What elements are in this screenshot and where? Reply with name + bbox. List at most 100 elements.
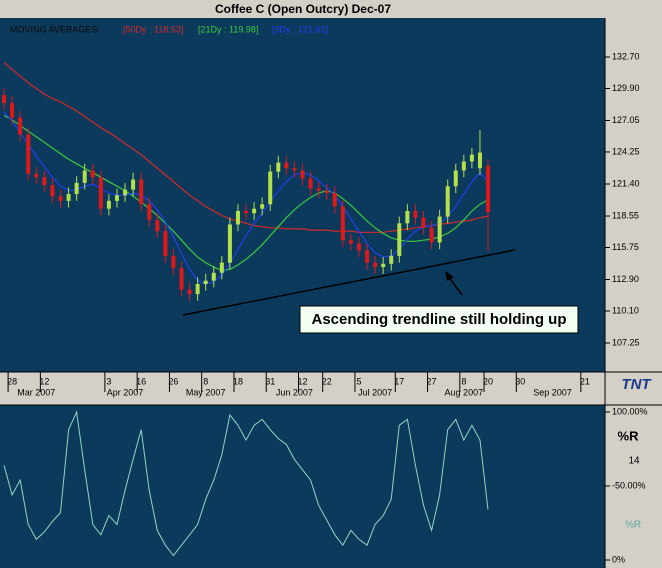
candle-body [195, 284, 200, 295]
candle-body [211, 272, 216, 281]
candle-body [139, 179, 144, 205]
x-tick-label: 20 [483, 376, 493, 386]
candle-body [365, 250, 370, 263]
candle-body [58, 196, 63, 201]
x-month-label: Jul 2007 [358, 387, 392, 397]
candle-body [42, 177, 47, 186]
indicator-panel [0, 405, 605, 568]
y-tick-label: 107.25 [612, 337, 640, 347]
candle-body [316, 188, 321, 191]
y-tick-label: -50.00% [612, 480, 646, 490]
candle-body [34, 173, 39, 178]
candle-body [445, 186, 450, 217]
x-tick-label: 21 [580, 376, 590, 386]
candle-body [219, 262, 224, 273]
candle-body [373, 262, 378, 268]
y-tick-label: 121.40 [612, 178, 640, 188]
candle-body [106, 200, 111, 209]
legend-entry: [21Dy : 119.98] [198, 24, 258, 34]
y-tick-label: 100.00% [612, 406, 648, 416]
candle-body [18, 117, 23, 135]
candle-body [332, 192, 337, 207]
x-month-label: Mar 2007 [17, 387, 55, 397]
candle-body [227, 224, 232, 263]
candle-body [276, 162, 281, 172]
candle-body [155, 219, 160, 232]
candle-body [437, 216, 442, 243]
candle-body [284, 162, 289, 169]
y-tick-label: 115.75 [612, 242, 639, 252]
candle-body [26, 134, 31, 174]
y-tick-label: 118.55 [612, 210, 639, 220]
legend-entry: %R [625, 520, 641, 531]
candle-body [10, 103, 15, 118]
candle-body [171, 255, 176, 269]
candle-body [74, 182, 79, 195]
x-tick-label: 12 [297, 376, 307, 386]
x-tick-label: 18 [233, 376, 243, 386]
x-tick-label: 28 [7, 376, 17, 386]
x-month-label: Sep 2007 [533, 387, 572, 397]
annotation-box [299, 305, 579, 334]
y-tick-label: 124.25 [612, 146, 640, 156]
logo: TNT [621, 376, 652, 393]
legend-entry: [9Dy : 121.61] [272, 24, 328, 34]
x-tick-label: 26 [168, 376, 178, 386]
candle-body [187, 289, 192, 295]
legend-entry: [50Dy : 118.53] [123, 24, 183, 34]
indicator-title: %R [618, 428, 640, 443]
candle-body [98, 177, 103, 209]
candle-body [252, 208, 257, 214]
y-tick-label: 129.90 [612, 83, 640, 93]
candle-body [90, 170, 95, 178]
candle-body [381, 263, 386, 268]
chart-title: Coffee C (Open Outcry) Dec-07 [215, 2, 391, 16]
candle-body [348, 240, 353, 244]
x-month-label: May 2007 [186, 387, 226, 397]
candle-body [389, 255, 394, 264]
x-tick-label: 30 [515, 376, 525, 386]
candle-body [477, 152, 482, 169]
candle-body [50, 185, 55, 197]
y-tick-label: 132.70 [612, 51, 640, 61]
candle-body [114, 195, 119, 201]
legend-title: MOVING AVERAGES: [10, 24, 100, 34]
candle-body [82, 170, 87, 183]
candle-body [397, 223, 402, 256]
indicator-line [3, 410, 489, 557]
candle-body [147, 204, 152, 220]
x-tick-label: 31 [265, 376, 275, 386]
candle-body [340, 206, 345, 241]
y-tick-label: 112.90 [612, 274, 639, 284]
indicator-period: 14 [628, 456, 640, 467]
x-tick-label: 22 [322, 376, 332, 386]
candle-body [292, 168, 297, 171]
x-tick-label: 3 [106, 376, 111, 386]
candle-body [453, 170, 458, 187]
y-tick-label: 0% [612, 554, 625, 564]
candle-body [461, 161, 466, 171]
x-tick-label: 17 [394, 376, 404, 386]
candle-body [356, 243, 361, 251]
candle-body [2, 95, 7, 104]
y-tick-label: 127.05 [612, 115, 640, 125]
candle-body [421, 217, 426, 228]
candle-body [123, 189, 128, 196]
marks: 28 12 3 16 26 8 18 31 12 22 5 17 27 8 20 30 21 Mar 2007 Ap… [2, 24, 648, 564]
x-tick-label: 5 [356, 376, 361, 386]
x-month-label: Jun 2007 [276, 387, 313, 397]
candle-body [268, 171, 273, 205]
candle-body [66, 194, 71, 201]
candle-body [163, 231, 168, 256]
candle-body [260, 204, 265, 209]
candle-body [179, 268, 184, 290]
candle-body [405, 210, 410, 224]
x-tick-label: 27 [427, 376, 437, 386]
candle-body [324, 190, 329, 193]
candle-body [413, 210, 418, 218]
x-tick-label: 8 [203, 376, 208, 386]
candle-body [486, 166, 491, 213]
candle-body [300, 170, 305, 179]
candle-body [131, 179, 136, 190]
